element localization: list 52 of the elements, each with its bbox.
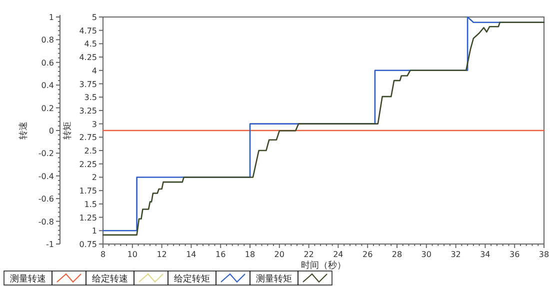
x-tick-label: 38 [538,250,550,259]
y2-tick-label: 1.25 [79,213,97,222]
y-tick-label: -0.6 [38,194,54,204]
x-tick-label: 32 [450,250,461,259]
y-tick-label: 0.6 [41,58,54,68]
legend-label: 给定转速 [92,274,128,284]
y2-tick-label: 2 [92,173,97,182]
y2-tick-label: 4.75 [79,26,97,36]
x-tick-label: 18 [244,250,256,259]
y-tick-label: 0.8 [41,36,54,45]
legend-label: 测量转矩 [256,274,292,284]
y-tick-label: 0.2 [41,104,54,113]
y2-tick-label: 1.5 [84,200,97,209]
legend-label: 给定转矩 [174,274,210,284]
x-tick-label: 30 [421,250,432,259]
y-tick-label: 1 [48,13,54,22]
y-tick-label: -1 [46,240,54,249]
y2-tick-label: 4 [92,66,97,76]
x-tick-label: 10 [127,250,138,259]
x-tick-label: 28 [392,250,402,259]
y2-tick-label: 2.5 [84,146,97,156]
y-axis-title: 转速 [18,122,29,140]
y2-tick-label: 5 [92,13,97,22]
x-tick-label: 24 [333,250,344,259]
y2-axis-title: 转矩 [62,122,73,140]
x-tick-label: 22 [304,250,314,259]
x-tick-label: 26 [362,250,373,259]
x-tick-label: 20 [274,250,284,259]
y2-tick-label: 3.25 [79,106,97,116]
y2-tick-label: 3.75 [79,80,97,89]
x-axis-title: 时间（秒） [301,260,346,271]
y2-tick-label: 2.25 [79,160,97,169]
y2-tick-label: 4.5 [84,40,97,49]
y2-tick-label: 1.75 [79,186,97,196]
y-tick-label: -0.2 [38,149,54,158]
x-tick-label: 12 [156,250,167,259]
y-tick-label: -0.8 [38,217,54,226]
y2-tick-label: 1 [92,226,97,236]
x-tick-label: 36 [510,250,520,259]
y2-tick-label: 0.75 [79,240,97,249]
y2-tick-label: 3.5 [84,93,97,102]
x-tick-label: 34 [480,250,490,259]
y-tick-label: -0.4 [38,172,54,181]
legend-label: 测量转速 [10,274,46,284]
y2-tick-label: 4.25 [79,53,97,62]
x-tick-label: 14 [186,250,196,259]
y-tick-label: 0.4 [41,81,54,90]
y2-tick-label: 3 [92,120,97,129]
x-tick-label: 16 [216,250,226,259]
y2-tick-label: 2.75 [79,133,97,142]
y-tick-label: 0 [48,126,54,136]
x-tick-label: 8 [100,250,106,259]
